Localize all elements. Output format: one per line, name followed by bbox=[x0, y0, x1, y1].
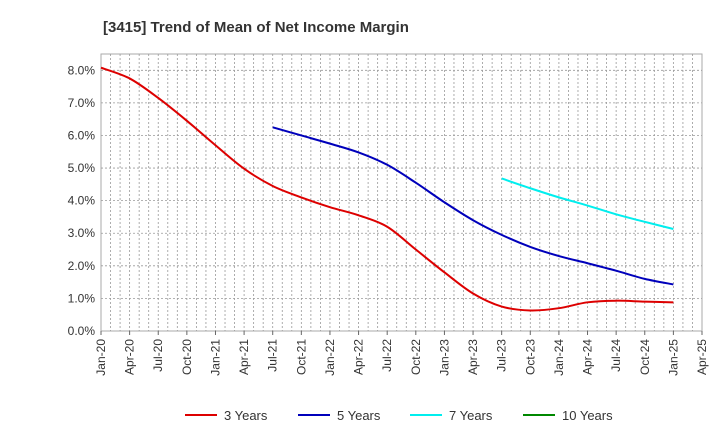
y-tick-label: 3.0% bbox=[68, 226, 96, 240]
x-tick-label: Jan-20 bbox=[94, 339, 108, 376]
legend-label-7-years: 7 Years bbox=[449, 408, 493, 423]
y-tick-label: 5.0% bbox=[68, 161, 96, 175]
series-line-3-years bbox=[100, 66, 674, 312]
x-tick-label: Apr-21 bbox=[237, 339, 251, 375]
y-tick-label: 7.0% bbox=[68, 96, 96, 110]
x-tick-label: Oct-21 bbox=[294, 339, 308, 375]
x-tick-label: Jul-24 bbox=[609, 339, 623, 372]
y-tick-label: 0.0% bbox=[68, 324, 96, 338]
x-tick-label: Jul-20 bbox=[151, 339, 165, 372]
x-tick-label: Jan-23 bbox=[437, 339, 451, 376]
x-tick-label: Jul-21 bbox=[266, 339, 280, 372]
legend-label-3-years: 3 Years bbox=[224, 408, 268, 423]
chart-title: [3415] Trend of Mean of Net Income Margi… bbox=[103, 19, 409, 36]
y-tick-label: 8.0% bbox=[68, 63, 96, 77]
x-tick-label: Apr-25 bbox=[695, 339, 709, 375]
x-tick-label: Apr-22 bbox=[352, 339, 366, 375]
x-tick-label: Apr-20 bbox=[123, 339, 137, 375]
legend-label-10-years: 10 Years bbox=[562, 408, 613, 423]
x-tick-label: Jul-23 bbox=[495, 339, 509, 372]
x-tick-label: Apr-23 bbox=[466, 339, 480, 375]
plot-area: 0.0% 1.0% 2.0% 3.0% 4.0% 5.0% 6.0% 7.0% 8.0% Jan-… bbox=[68, 53, 709, 376]
legend-label-5-years: 5 Years bbox=[337, 408, 381, 423]
x-tick-label: Jan-24 bbox=[552, 339, 566, 376]
y-tick-label: 4.0% bbox=[68, 194, 96, 208]
series-line-7-years bbox=[501, 177, 674, 230]
x-tick-label: Oct-22 bbox=[409, 339, 423, 375]
x-tick-label: Jan-22 bbox=[323, 339, 337, 376]
y-tick-label: 6.0% bbox=[68, 128, 96, 142]
x-tick-label: Jan-21 bbox=[208, 339, 222, 376]
x-tick-label: Oct-23 bbox=[523, 339, 537, 375]
x-tick-label: Jul-22 bbox=[380, 339, 394, 372]
legend: 3 Years 5 Years 7 Years 10 Years bbox=[185, 408, 613, 423]
series-line-5-years bbox=[272, 126, 674, 286]
y-tick-label: 2.0% bbox=[68, 259, 96, 273]
x-tick-label: Jan-25 bbox=[666, 339, 680, 376]
x-tick-label: Apr-24 bbox=[581, 339, 595, 375]
x-tick-label: Oct-24 bbox=[638, 339, 652, 375]
plot-frame bbox=[100, 53, 703, 332]
x-tick-label: Oct-20 bbox=[180, 339, 194, 375]
y-tick-label: 1.0% bbox=[68, 291, 96, 305]
